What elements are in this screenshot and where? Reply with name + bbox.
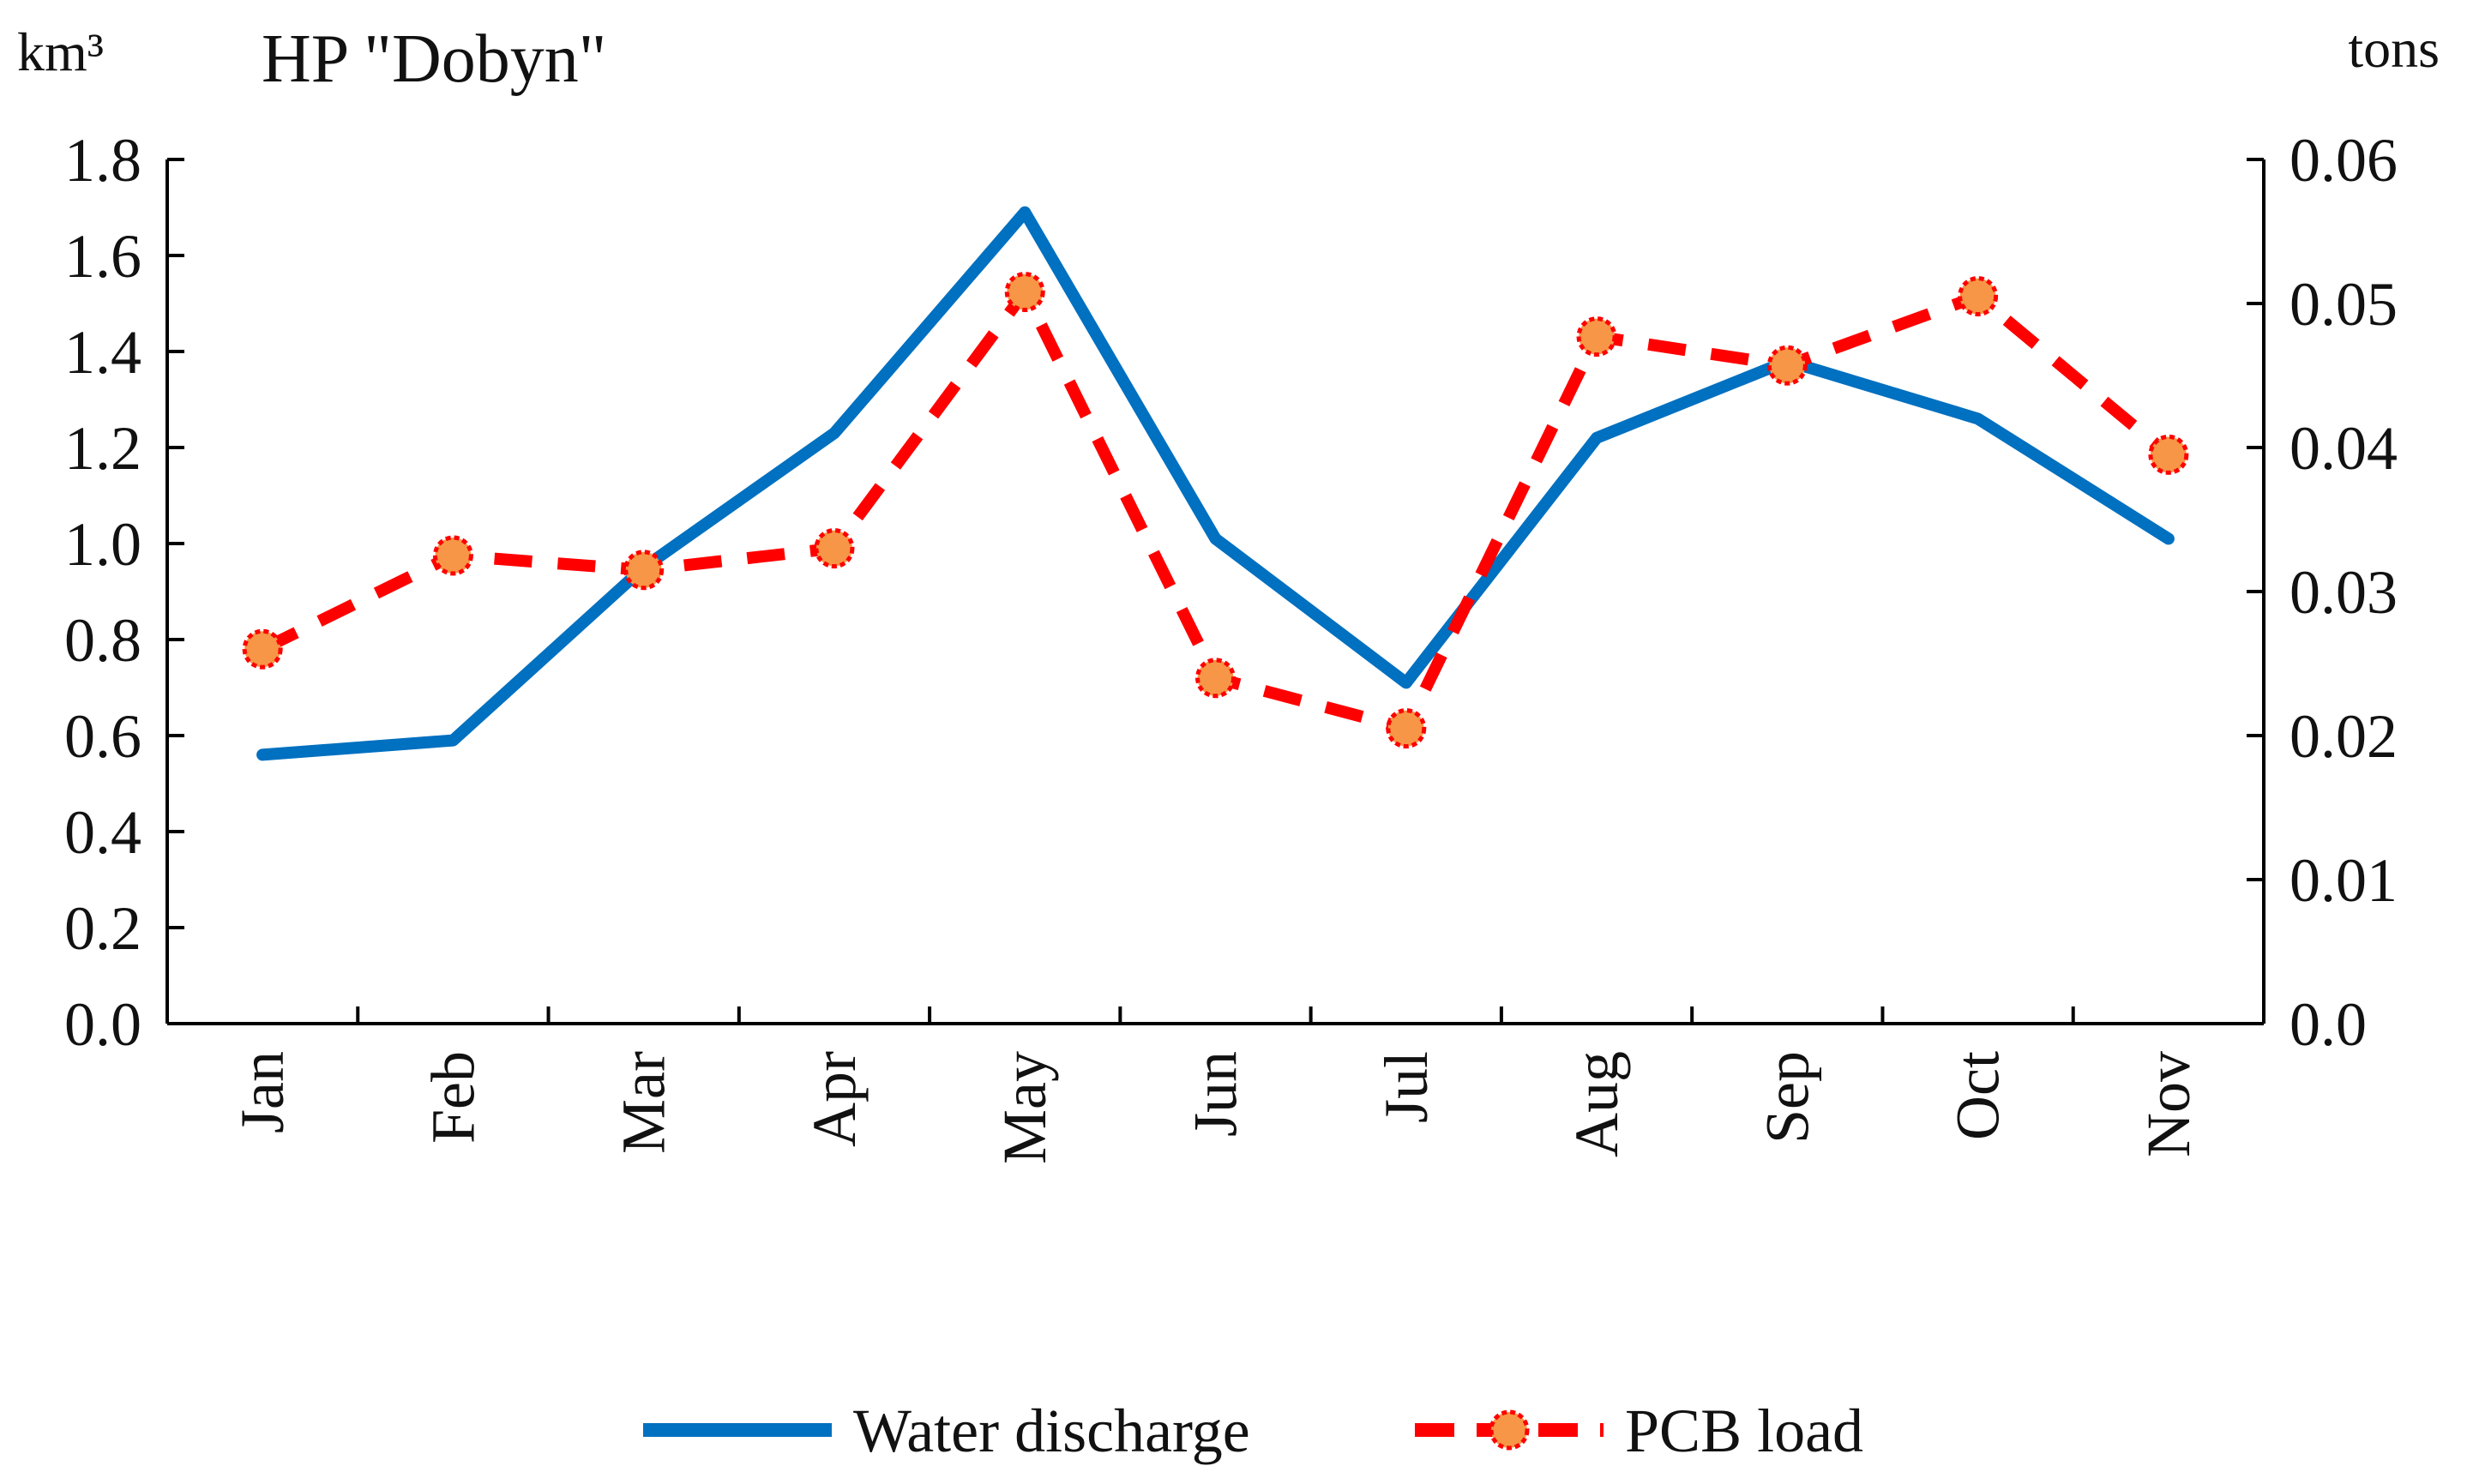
series-point-pcb-load [1958,276,1999,317]
y-right-tick-label: 0.04 [2289,414,2398,483]
legend-water-discharge-label: Water discharge [853,1397,1250,1465]
y-left-tick-label: 0.4 [64,798,141,867]
x-tick-label: Oct [1944,1051,2013,1140]
y-left-tick-label: 1.6 [64,222,141,291]
y-left-unit-label: km³ [17,21,104,82]
y-right-tick-label: 0.01 [2289,846,2398,915]
series-point-pcb-load [1004,272,1045,313]
legend-pcb-load-label: PCB load [1625,1397,1863,1465]
series-line-water-discharge [256,206,2175,761]
y-right-tick-label: 0.0 [2289,990,2367,1059]
series-point-pcb-load [2148,434,2189,475]
series-point-pcb-load [1766,345,1808,386]
chart-title: HP "Dobyn" [262,21,606,97]
series-point-pcb-load [1576,316,1617,357]
x-tick-label: Sep [1753,1051,1821,1144]
y-right-unit-label: tons [2348,18,2440,79]
legend-pcb-load-marker [1489,1409,1530,1451]
legend: Water discharge PCB load [643,1397,1863,1465]
y-right-tick-label: 0.03 [2289,558,2398,627]
x-tick-label: Aug [1562,1051,1631,1157]
y-left-tick-label: 1.2 [64,414,141,483]
series-point-pcb-load [1195,658,1236,699]
y-left-tick-label: 0.2 [64,894,141,963]
series-point-pcb-load [623,550,665,591]
y-left-tick-label: 1.8 [64,126,141,195]
series-point-pcb-load [814,528,855,569]
x-tick-label: Jul [1372,1051,1441,1123]
series-point-pcb-load [1386,708,1427,749]
y-right-tick-label: 0.05 [2289,270,2398,339]
y-left-tick-label: 1.4 [64,318,141,387]
x-tick-label: Mar [610,1051,678,1154]
x-tick-label: Jan [228,1051,297,1133]
x-tick-label: May [990,1051,1059,1164]
y-left-tick-label: 0.6 [64,702,141,771]
y-left-tick-label: 0.0 [64,990,141,1059]
x-tick-label: Feb [418,1051,487,1144]
y-right-tick-label: 0.02 [2289,702,2398,771]
x-tick-label: Jun [1182,1051,1250,1137]
y-right-tick-label: 0.06 [2289,126,2398,195]
series-point-pcb-load [432,535,473,576]
y-left-tick-label: 0.8 [64,606,141,675]
x-tick-label: Apr [800,1051,869,1147]
series-point-pcb-load [242,628,283,670]
y-left-tick-label: 1.0 [64,510,141,579]
x-tick-label: Nov [2134,1051,2203,1157]
